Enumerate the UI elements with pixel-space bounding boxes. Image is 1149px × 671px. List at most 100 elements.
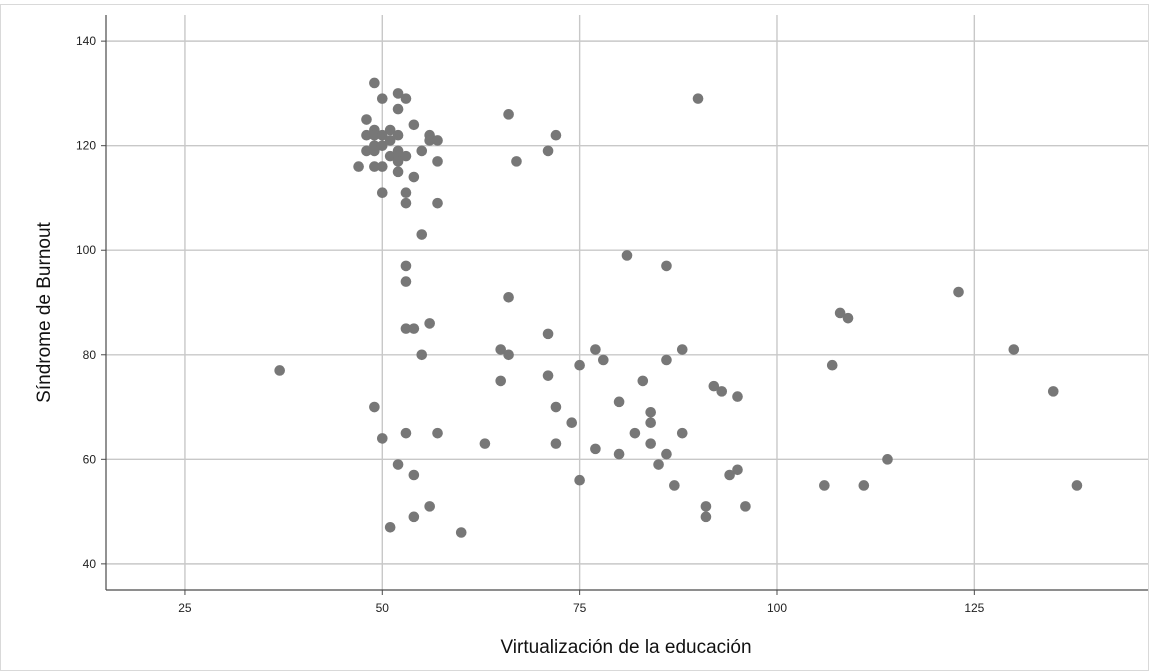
y-tick-label: 80 <box>83 348 97 362</box>
data-point <box>400 427 412 439</box>
data-point <box>1071 480 1083 491</box>
data-point <box>716 386 728 397</box>
data-point <box>653 459 664 470</box>
x-tick-label: 50 <box>376 601 390 615</box>
chart-frame <box>0 4 1149 671</box>
data-point <box>598 354 609 366</box>
data-point <box>424 135 435 146</box>
data-point <box>495 344 506 355</box>
data-point <box>479 438 491 449</box>
data-points <box>274 77 1083 538</box>
data-point <box>645 438 656 449</box>
data-point <box>432 135 443 146</box>
data-point <box>369 77 380 89</box>
data-point <box>392 166 404 178</box>
y-tick-label: 60 <box>83 452 97 466</box>
data-point <box>424 318 435 329</box>
data-point <box>408 511 420 523</box>
x-tick-label: 75 <box>573 601 587 615</box>
data-point <box>376 93 388 104</box>
data-point <box>408 469 420 481</box>
y-tick-label: 100 <box>76 243 96 257</box>
data-point <box>384 150 396 162</box>
data-point <box>400 93 412 104</box>
data-point <box>408 323 420 334</box>
data-point <box>566 417 578 429</box>
data-point <box>953 286 964 298</box>
data-point <box>384 521 396 533</box>
data-point <box>661 260 672 272</box>
data-point <box>408 119 420 131</box>
data-point <box>400 187 412 199</box>
data-point <box>882 454 893 465</box>
data-point <box>361 145 372 157</box>
data-point <box>432 427 443 439</box>
y-axis-title: Síndrome de Burnout <box>34 221 55 402</box>
data-point <box>400 276 412 287</box>
data-point <box>400 323 412 334</box>
data-point <box>858 480 870 491</box>
data-point <box>590 344 601 355</box>
data-point <box>645 417 656 429</box>
axes <box>101 15 1148 595</box>
data-point <box>511 156 522 167</box>
data-point <box>432 156 443 167</box>
data-point <box>621 250 633 261</box>
data-point <box>613 448 625 460</box>
data-point <box>574 474 585 486</box>
data-point <box>661 448 672 460</box>
data-point <box>708 380 720 392</box>
data-point <box>740 501 751 512</box>
data-point <box>392 129 404 141</box>
data-point <box>503 291 514 303</box>
data-point <box>700 501 712 512</box>
data-point <box>361 114 372 125</box>
data-point <box>700 511 712 523</box>
data-point <box>842 312 854 324</box>
data-point <box>416 349 428 361</box>
grid-lines <box>106 15 1148 590</box>
data-point <box>550 129 562 141</box>
data-point <box>369 129 380 141</box>
data-point <box>590 443 601 455</box>
data-point <box>834 307 846 319</box>
data-point <box>629 427 641 439</box>
data-point <box>376 161 388 172</box>
data-point <box>424 501 435 512</box>
data-point <box>1047 386 1059 397</box>
data-point <box>392 459 404 470</box>
data-point <box>392 88 404 99</box>
data-point <box>692 93 704 104</box>
data-point <box>676 344 688 355</box>
data-point <box>542 370 554 381</box>
data-point <box>376 187 388 199</box>
data-point <box>676 427 688 439</box>
data-point <box>550 438 562 449</box>
data-point <box>416 145 428 157</box>
data-point <box>369 145 380 157</box>
tick-labels: 25 50 75 100 125 40 60 80 100 120 140 <box>76 34 985 615</box>
y-tick-label: 40 <box>83 557 97 571</box>
data-point <box>376 140 388 151</box>
data-point <box>376 129 388 141</box>
data-point <box>550 401 562 413</box>
data-point <box>503 109 514 120</box>
data-point <box>613 396 625 408</box>
data-point <box>819 480 830 491</box>
data-point <box>376 433 388 444</box>
data-point <box>455 527 467 538</box>
data-point <box>392 156 404 167</box>
data-point <box>416 229 428 240</box>
data-point <box>400 260 412 272</box>
data-point <box>661 354 672 366</box>
data-point <box>724 469 735 481</box>
data-point <box>542 328 554 340</box>
data-point <box>400 197 412 209</box>
x-tick-label: 125 <box>964 601 984 615</box>
data-point <box>408 171 420 183</box>
data-point <box>669 480 680 491</box>
data-point <box>392 103 404 115</box>
data-point <box>369 401 380 413</box>
data-point <box>495 375 506 387</box>
